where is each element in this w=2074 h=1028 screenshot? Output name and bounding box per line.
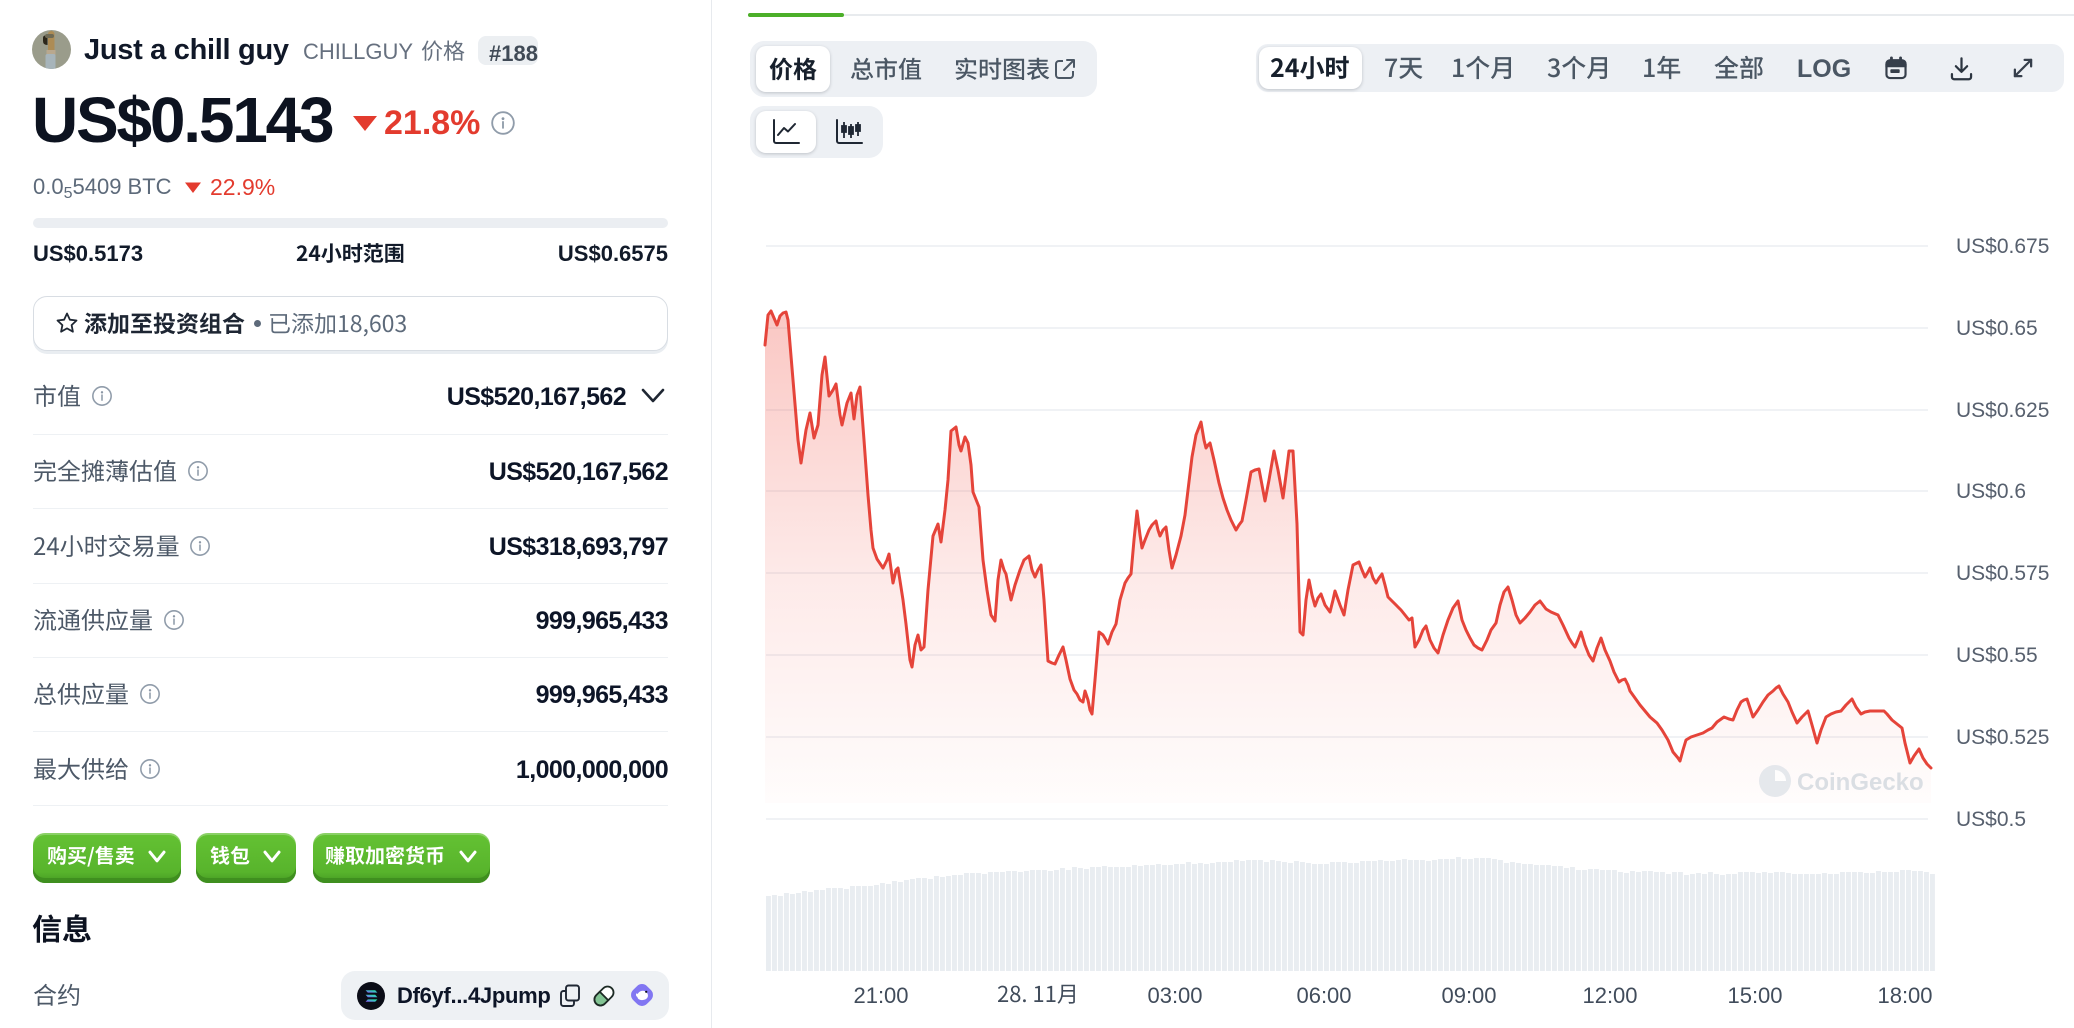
svg-text:15:00: 15:00	[1727, 983, 1782, 1008]
svg-text:12:00: 12:00	[1582, 983, 1637, 1008]
svg-text:US$0.625: US$0.625	[1956, 399, 2049, 422]
svg-text:03:00: 03:00	[1147, 983, 1202, 1008]
svg-text:US$0.6: US$0.6	[1956, 480, 2026, 503]
svg-text:US$0.65: US$0.65	[1956, 317, 2038, 340]
svg-text:18:00: 18:00	[1877, 983, 1932, 1008]
svg-text:CoinGecko: CoinGecko	[1797, 769, 1924, 796]
svg-text:21:00: 21:00	[853, 983, 908, 1008]
svg-text:US$0.55: US$0.55	[1956, 644, 2038, 667]
svg-text:US$0.675: US$0.675	[1956, 235, 2049, 258]
svg-text:US$0.575: US$0.575	[1956, 562, 2049, 585]
svg-text:US$0.525: US$0.525	[1956, 726, 2049, 749]
svg-text:06:00: 06:00	[1296, 983, 1351, 1008]
svg-text:US$0.5: US$0.5	[1956, 808, 2026, 831]
svg-text:09:00: 09:00	[1441, 983, 1496, 1008]
